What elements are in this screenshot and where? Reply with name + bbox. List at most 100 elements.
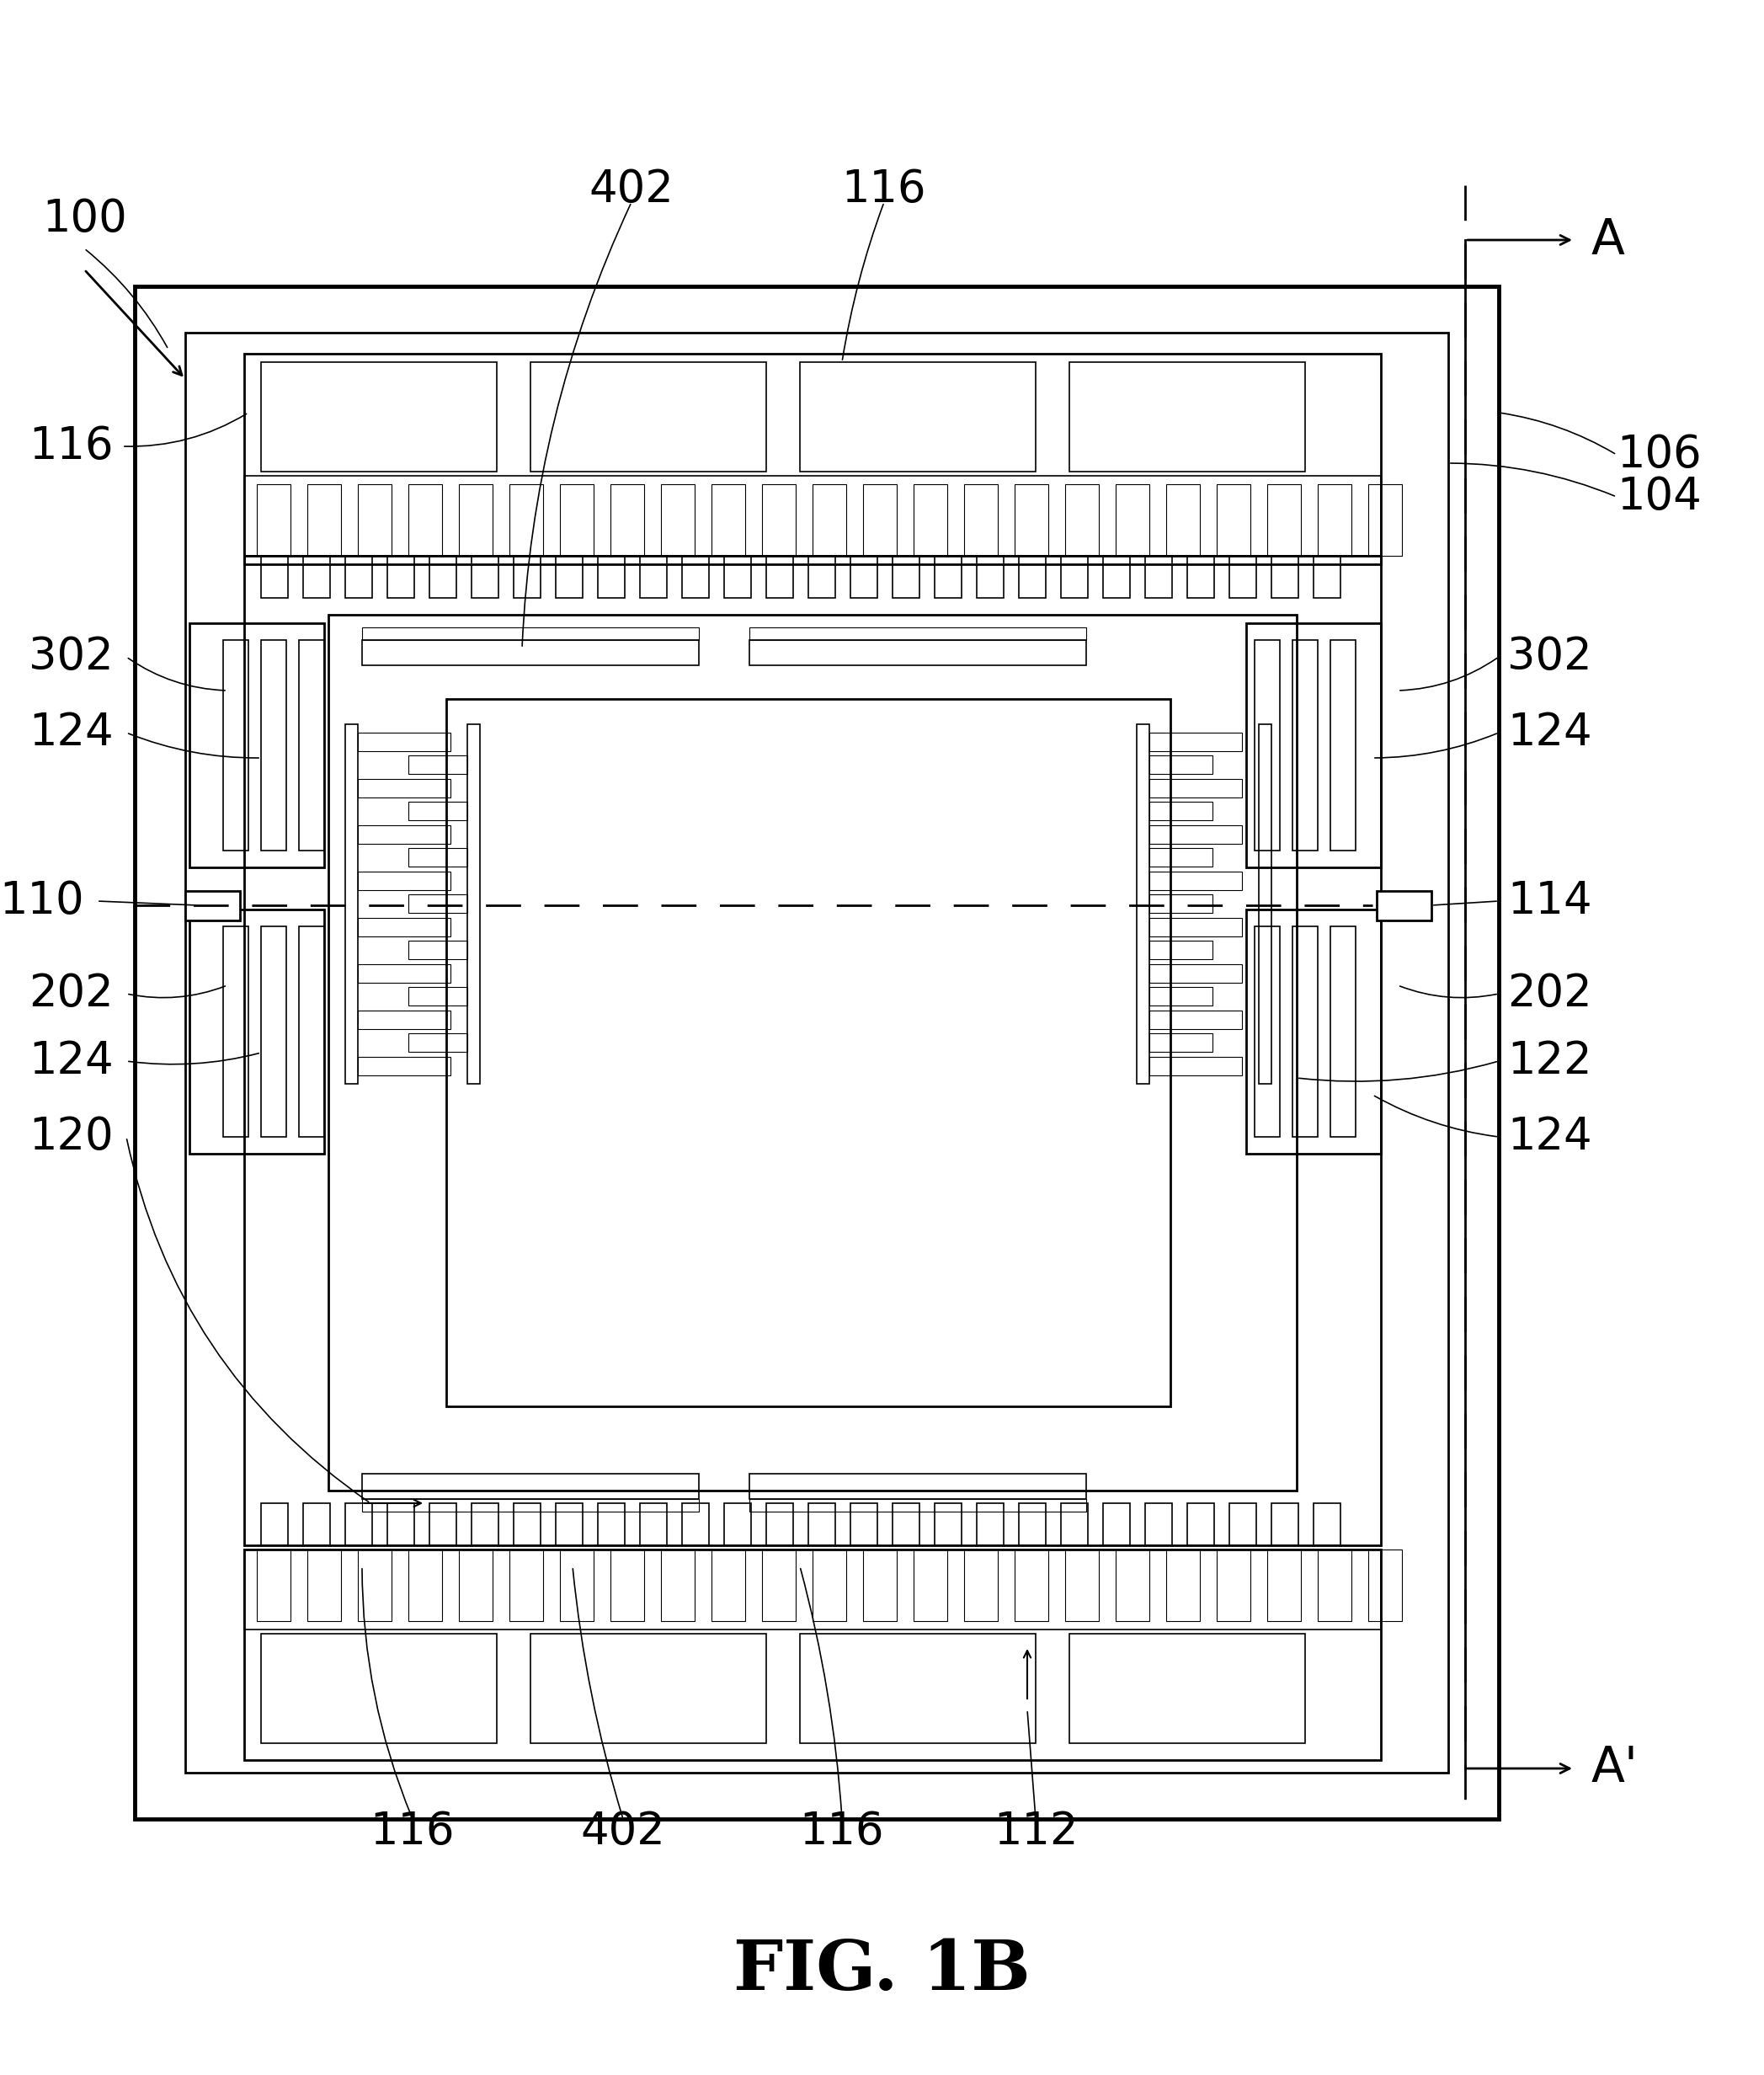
Bar	[914, 483, 947, 556]
Text: 116: 116	[28, 425, 113, 469]
Text: 124: 124	[1506, 1114, 1591, 1158]
Bar	[409, 801, 467, 820]
Bar	[1150, 755, 1212, 774]
Bar	[513, 1502, 540, 1546]
Bar	[1150, 940, 1212, 959]
Text: 116: 116	[799, 1809, 884, 1853]
Bar	[358, 1056, 450, 1075]
Bar	[362, 1473, 699, 1498]
Bar	[1136, 724, 1150, 1083]
Bar	[358, 917, 450, 936]
Bar	[750, 1473, 1087, 1498]
Bar	[346, 724, 358, 1083]
Bar	[358, 871, 450, 890]
Bar	[1069, 363, 1305, 471]
Bar	[409, 988, 467, 1006]
Text: 116: 116	[841, 168, 926, 212]
Bar	[261, 639, 286, 851]
Bar	[1060, 556, 1088, 598]
Bar	[346, 556, 372, 598]
Bar	[640, 556, 667, 598]
Bar	[298, 925, 325, 1137]
Bar	[185, 890, 240, 921]
Bar	[598, 556, 624, 598]
Bar	[243, 475, 1381, 556]
Bar	[409, 1550, 443, 1621]
Bar	[1150, 1011, 1242, 1029]
Bar	[1102, 1502, 1131, 1546]
Bar	[1150, 801, 1212, 820]
Text: 122: 122	[1506, 1040, 1591, 1083]
Bar	[750, 639, 1087, 666]
Bar	[446, 699, 1170, 1407]
Bar	[358, 732, 450, 751]
Bar	[1145, 1502, 1171, 1546]
Text: 402: 402	[580, 1809, 665, 1853]
Bar	[1376, 890, 1431, 921]
Bar	[189, 909, 325, 1154]
Bar	[850, 1502, 877, 1546]
Bar	[935, 556, 961, 598]
Bar	[429, 1502, 457, 1546]
Bar	[1065, 483, 1099, 556]
Bar	[362, 1498, 699, 1511]
Bar	[388, 556, 415, 598]
Bar	[471, 556, 499, 598]
Text: A: A	[1591, 216, 1625, 264]
Bar	[1230, 556, 1256, 598]
Bar	[1020, 556, 1046, 598]
Bar	[261, 363, 497, 471]
Bar	[1245, 622, 1381, 867]
Bar	[303, 1502, 330, 1546]
Text: 302: 302	[28, 635, 113, 679]
Bar	[531, 363, 766, 471]
Bar	[1217, 483, 1251, 556]
Bar	[1272, 1502, 1298, 1546]
Bar	[1254, 639, 1281, 851]
Bar	[185, 332, 1448, 1772]
Bar	[409, 1033, 467, 1052]
Text: FIG. 1B: FIG. 1B	[734, 1936, 1030, 2004]
Bar	[261, 556, 288, 598]
Bar	[409, 940, 467, 959]
Bar	[189, 622, 325, 867]
Bar	[725, 556, 751, 598]
Bar	[531, 1633, 766, 1743]
Text: 124: 124	[1506, 712, 1591, 755]
Bar	[1014, 483, 1048, 556]
Text: 124: 124	[28, 712, 113, 755]
Bar	[1115, 483, 1150, 556]
Bar	[358, 1011, 450, 1029]
Bar	[222, 639, 249, 851]
Bar	[409, 849, 467, 867]
Bar	[1166, 483, 1200, 556]
Bar	[1020, 1502, 1046, 1546]
Bar	[388, 1502, 415, 1546]
Bar	[1245, 909, 1381, 1154]
Bar	[1318, 1550, 1351, 1621]
Text: 110: 110	[0, 880, 85, 923]
Bar	[711, 483, 744, 556]
Bar	[1272, 556, 1298, 598]
Bar	[358, 826, 450, 845]
Bar	[258, 1550, 291, 1621]
Text: 402: 402	[589, 168, 674, 212]
Bar	[683, 556, 709, 598]
Bar	[725, 1502, 751, 1546]
Bar	[1150, 871, 1242, 890]
Bar	[358, 965, 450, 984]
Bar	[1318, 483, 1351, 556]
Text: 202: 202	[1506, 971, 1591, 1015]
Bar	[640, 1502, 667, 1546]
Text: 104: 104	[1616, 475, 1702, 519]
Bar	[850, 556, 877, 598]
Bar	[409, 483, 443, 556]
Bar	[1065, 1550, 1099, 1621]
Text: 116: 116	[370, 1809, 455, 1853]
Bar	[1267, 483, 1300, 556]
Bar	[762, 483, 796, 556]
Bar	[261, 1502, 288, 1546]
Bar	[1314, 556, 1341, 598]
Bar	[559, 483, 594, 556]
Bar	[1069, 1633, 1305, 1743]
